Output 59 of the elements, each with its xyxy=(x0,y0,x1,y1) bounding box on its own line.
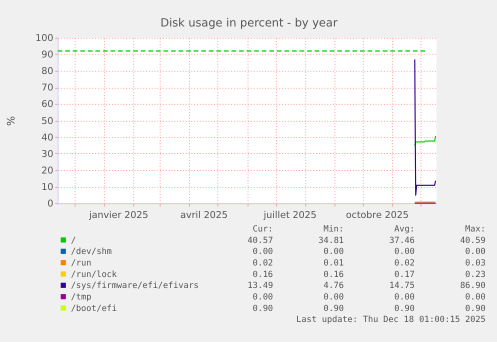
text: 0.00 xyxy=(323,292,344,302)
text: 0.00 xyxy=(323,247,344,258)
text: 40.57 xyxy=(247,236,274,246)
chart-title: Disk usage in percent - by year xyxy=(160,15,338,30)
text: Last update: Thu Dec 18 01:00:15 2025 xyxy=(296,315,486,326)
text: 0.00 xyxy=(394,247,415,258)
y-tick-label: 50 xyxy=(41,116,54,127)
x-tick-label: juillet 2025 xyxy=(262,210,317,221)
text: 0.03 xyxy=(465,258,486,268)
text: 0.16 xyxy=(323,270,344,280)
legend-label: /run xyxy=(70,258,92,268)
text: 0.90 xyxy=(323,304,344,314)
text: 0.90 xyxy=(465,304,486,314)
legend-label: /dev/shm xyxy=(70,247,112,258)
y-tick-label: 10 xyxy=(41,182,54,193)
text: 0.01 xyxy=(323,258,344,268)
legend-label: / xyxy=(70,236,76,246)
text: 34.81 xyxy=(318,236,344,246)
legend-label: /boot/efi xyxy=(70,304,117,314)
text: 0.00 xyxy=(252,247,274,258)
y-tick-label: 0 xyxy=(47,198,54,210)
y-tick-label: 70 xyxy=(41,82,54,94)
text: 4.76 xyxy=(323,281,344,292)
x-tick-label: octobre 2025 xyxy=(346,210,409,221)
text: 0.00 xyxy=(394,292,415,302)
x-tick-label: janvier 2025 xyxy=(88,210,148,221)
y-tick-label: 90 xyxy=(41,50,54,61)
y-axis-title: % xyxy=(6,116,18,126)
x-tick-label: avril 2025 xyxy=(180,210,228,221)
text: 0.00 xyxy=(252,292,274,302)
text: 0.02 xyxy=(394,258,415,268)
text: 0.00 xyxy=(465,247,486,258)
text: 0.16 xyxy=(252,270,274,280)
y-tick-label: 60 xyxy=(41,99,54,110)
text: Cur: xyxy=(252,224,274,234)
text: 0.23 xyxy=(465,270,486,280)
text: Max: xyxy=(465,224,486,234)
legend-label: /sys/firmware/efi/efivars xyxy=(70,281,199,292)
text: 13.49 xyxy=(247,281,274,292)
text: Min: xyxy=(323,224,344,234)
text: 14.75 xyxy=(389,281,415,292)
text: 40.59 xyxy=(460,236,486,246)
line-series xyxy=(414,135,436,146)
y-tick-label: 80 xyxy=(41,66,54,78)
text: 0.17 xyxy=(394,270,415,280)
legend-label: /tmp xyxy=(70,292,92,302)
text: 0.90 xyxy=(394,304,415,314)
text: 0.90 xyxy=(252,304,274,314)
y-tick-label: 100 xyxy=(35,33,54,44)
legend-label: /run/lock xyxy=(70,270,117,280)
text: Avg: xyxy=(394,224,415,234)
y-tick-label: 40 xyxy=(41,132,54,144)
y-tick-label: 20 xyxy=(41,165,54,176)
line-series xyxy=(414,58,436,196)
y-tick-label: 30 xyxy=(41,148,54,160)
text: 86.90 xyxy=(460,281,486,292)
text: 0.02 xyxy=(252,258,274,268)
text: 0.00 xyxy=(465,292,486,302)
text: 37.46 xyxy=(389,236,415,246)
